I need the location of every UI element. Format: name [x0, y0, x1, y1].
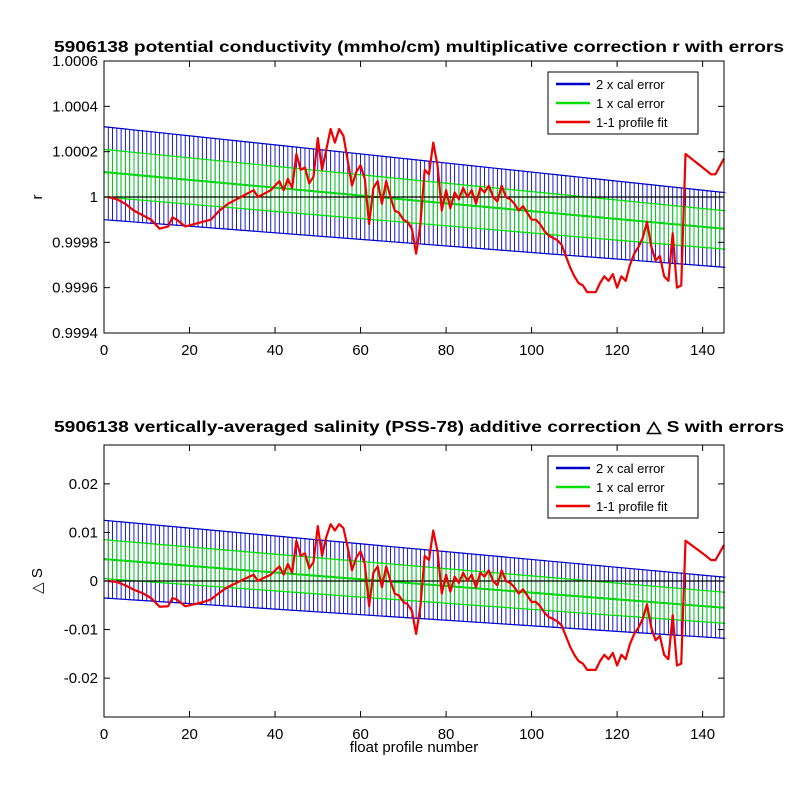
- y-axis-label: △ S: [29, 568, 46, 594]
- x-tick-label: 20: [181, 342, 198, 359]
- x-tick-label: 60: [352, 342, 369, 359]
- x-tick-label: 140: [690, 726, 715, 743]
- x-tick-label: 80: [438, 726, 455, 743]
- series-lower-edge: [103, 196, 725, 250]
- x-tick-label: 80: [438, 342, 455, 359]
- x-tick-label: 40: [267, 726, 284, 743]
- legend-entry: 1-1 profile fit: [596, 499, 668, 514]
- y-axis-label: r: [29, 195, 46, 200]
- series-line-profile-fit: [107, 127, 725, 294]
- y-tick-label: 1.0006: [52, 53, 98, 70]
- y-tick-label: 0.02: [69, 476, 98, 493]
- series-upper-edge: [103, 148, 725, 212]
- x-tick-label: 120: [605, 342, 630, 359]
- y-tick-label: 0.9994: [52, 325, 98, 342]
- x-tick-label: 0: [100, 342, 108, 359]
- x-tick-label: 60: [352, 726, 369, 743]
- y-tick-label: -0.02: [64, 670, 98, 687]
- y-tick-label: 1: [90, 189, 98, 206]
- x-tick-label: 120: [605, 726, 630, 743]
- legend-entry: 2 x cal error: [596, 77, 665, 92]
- x-tick-label: 100: [519, 342, 544, 359]
- legend-entry: 2 x cal error: [596, 461, 665, 476]
- legend-entry: 1 x cal error: [596, 480, 665, 495]
- series-center-line: [103, 171, 725, 230]
- series-center-line: [103, 558, 725, 609]
- series-upper-edge: [103, 519, 725, 578]
- legend-entry: 1 x cal error: [596, 96, 665, 111]
- chart-title: 5906138 potential conductivity (mmho/cm)…: [54, 39, 784, 56]
- y-tick-label: 1.0004: [52, 98, 98, 115]
- x-tick-label: 140: [690, 342, 715, 359]
- x-tick-label: 100: [519, 726, 544, 743]
- series-upper-edge: [103, 126, 725, 194]
- series-upper-edge: [103, 539, 725, 593]
- legend: 2 x cal error 1 x cal error 1-1 profile fi…: [547, 455, 699, 519]
- x-axis-label: float profile number: [350, 739, 478, 756]
- chart-title: 5906138 vertically-averaged salinity (PS…: [54, 419, 784, 436]
- chart-panel-2: 0 20 40 60 80 100 120 140 -0.02 -0.01 0 0.01 0.02 590…: [29, 419, 784, 756]
- series-line-profile-fit: [108, 523, 725, 671]
- series-lower-edge: [103, 577, 725, 624]
- x-tick-label: 20: [181, 726, 198, 743]
- y-tick-label: 0: [90, 573, 98, 590]
- error-band-one-cal: [103, 148, 726, 250]
- y-tick-label: 0.9996: [52, 280, 98, 297]
- legend: 2 x cal error 1 x cal error 1-1 profile fi…: [547, 71, 699, 135]
- y-tick-label: 1.0002: [52, 144, 98, 161]
- y-tick-label: -0.01: [64, 622, 98, 639]
- x-tick-label: 40: [267, 342, 284, 359]
- y-tick-label: 0.9998: [52, 234, 98, 251]
- x-tick-label: 0: [100, 726, 108, 743]
- y-tick-label: 0.01: [69, 524, 98, 541]
- chart-panel-1: 0 20 40 60 80 100 120 140 0.9994 0.9996 0.9998 1 1.0…: [29, 39, 784, 359]
- legend-entry: 1-1 profile fit: [596, 115, 668, 130]
